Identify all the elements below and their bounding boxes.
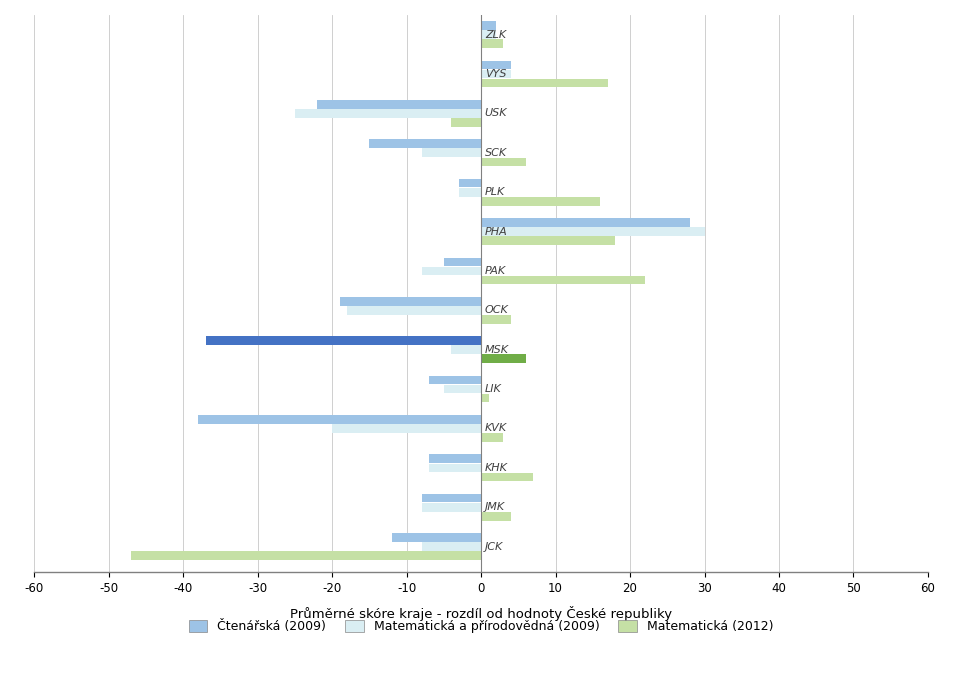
Text: KVK: KVK bbox=[485, 424, 507, 433]
Bar bbox=[481, 354, 526, 363]
Bar bbox=[444, 258, 481, 266]
Bar bbox=[481, 39, 503, 48]
Bar bbox=[347, 306, 481, 315]
Bar bbox=[429, 376, 481, 384]
X-axis label: Průměrné skóre kraje - rozdíl od hodnoty České republiky: Průměrné skóre kraje - rozdíl od hodnoty… bbox=[290, 606, 672, 621]
Bar bbox=[481, 315, 511, 323]
Bar bbox=[481, 276, 645, 284]
Text: OCK: OCK bbox=[485, 305, 509, 315]
Bar bbox=[198, 415, 481, 424]
Text: VYS: VYS bbox=[485, 69, 506, 79]
Bar bbox=[421, 267, 481, 275]
Bar bbox=[421, 542, 481, 551]
Text: PHA: PHA bbox=[485, 227, 508, 237]
Bar bbox=[132, 552, 481, 560]
Bar bbox=[421, 494, 481, 503]
Bar bbox=[481, 228, 705, 236]
Bar bbox=[340, 297, 481, 306]
Text: JCK: JCK bbox=[485, 542, 503, 552]
Bar bbox=[421, 148, 481, 157]
Bar bbox=[205, 336, 481, 345]
Text: MSK: MSK bbox=[485, 344, 509, 355]
Bar bbox=[421, 503, 481, 512]
Bar bbox=[481, 473, 533, 481]
Bar bbox=[481, 70, 511, 78]
Text: PLK: PLK bbox=[485, 187, 505, 197]
Bar bbox=[332, 424, 481, 433]
Bar bbox=[481, 21, 496, 30]
Bar bbox=[481, 30, 496, 39]
Bar bbox=[459, 188, 481, 197]
Text: KHK: KHK bbox=[485, 463, 508, 473]
Bar bbox=[481, 512, 511, 521]
Text: JMK: JMK bbox=[485, 502, 505, 512]
Bar bbox=[444, 385, 481, 393]
Bar bbox=[481, 79, 608, 88]
Bar bbox=[451, 118, 481, 127]
Bar bbox=[481, 158, 526, 166]
Bar bbox=[429, 463, 481, 473]
Bar bbox=[481, 197, 600, 206]
Text: ZLK: ZLK bbox=[485, 29, 506, 40]
Bar bbox=[392, 533, 481, 542]
Bar bbox=[451, 345, 481, 354]
Bar bbox=[481, 433, 503, 442]
Legend: Čtenářská (2009), Matematická a přírodovědná (2009), Matematická (2012): Čtenářská (2009), Matematická a přírodov… bbox=[183, 615, 779, 638]
Text: PAK: PAK bbox=[485, 266, 506, 276]
Bar bbox=[481, 218, 689, 227]
Bar bbox=[317, 100, 481, 108]
Bar bbox=[295, 109, 481, 118]
Text: USK: USK bbox=[485, 108, 507, 118]
Bar bbox=[481, 237, 615, 245]
Bar bbox=[370, 139, 481, 148]
Bar bbox=[429, 454, 481, 463]
Bar bbox=[459, 178, 481, 188]
Text: SCK: SCK bbox=[485, 148, 507, 158]
Bar bbox=[481, 61, 511, 69]
Text: LIK: LIK bbox=[485, 384, 501, 394]
Bar bbox=[481, 394, 489, 402]
